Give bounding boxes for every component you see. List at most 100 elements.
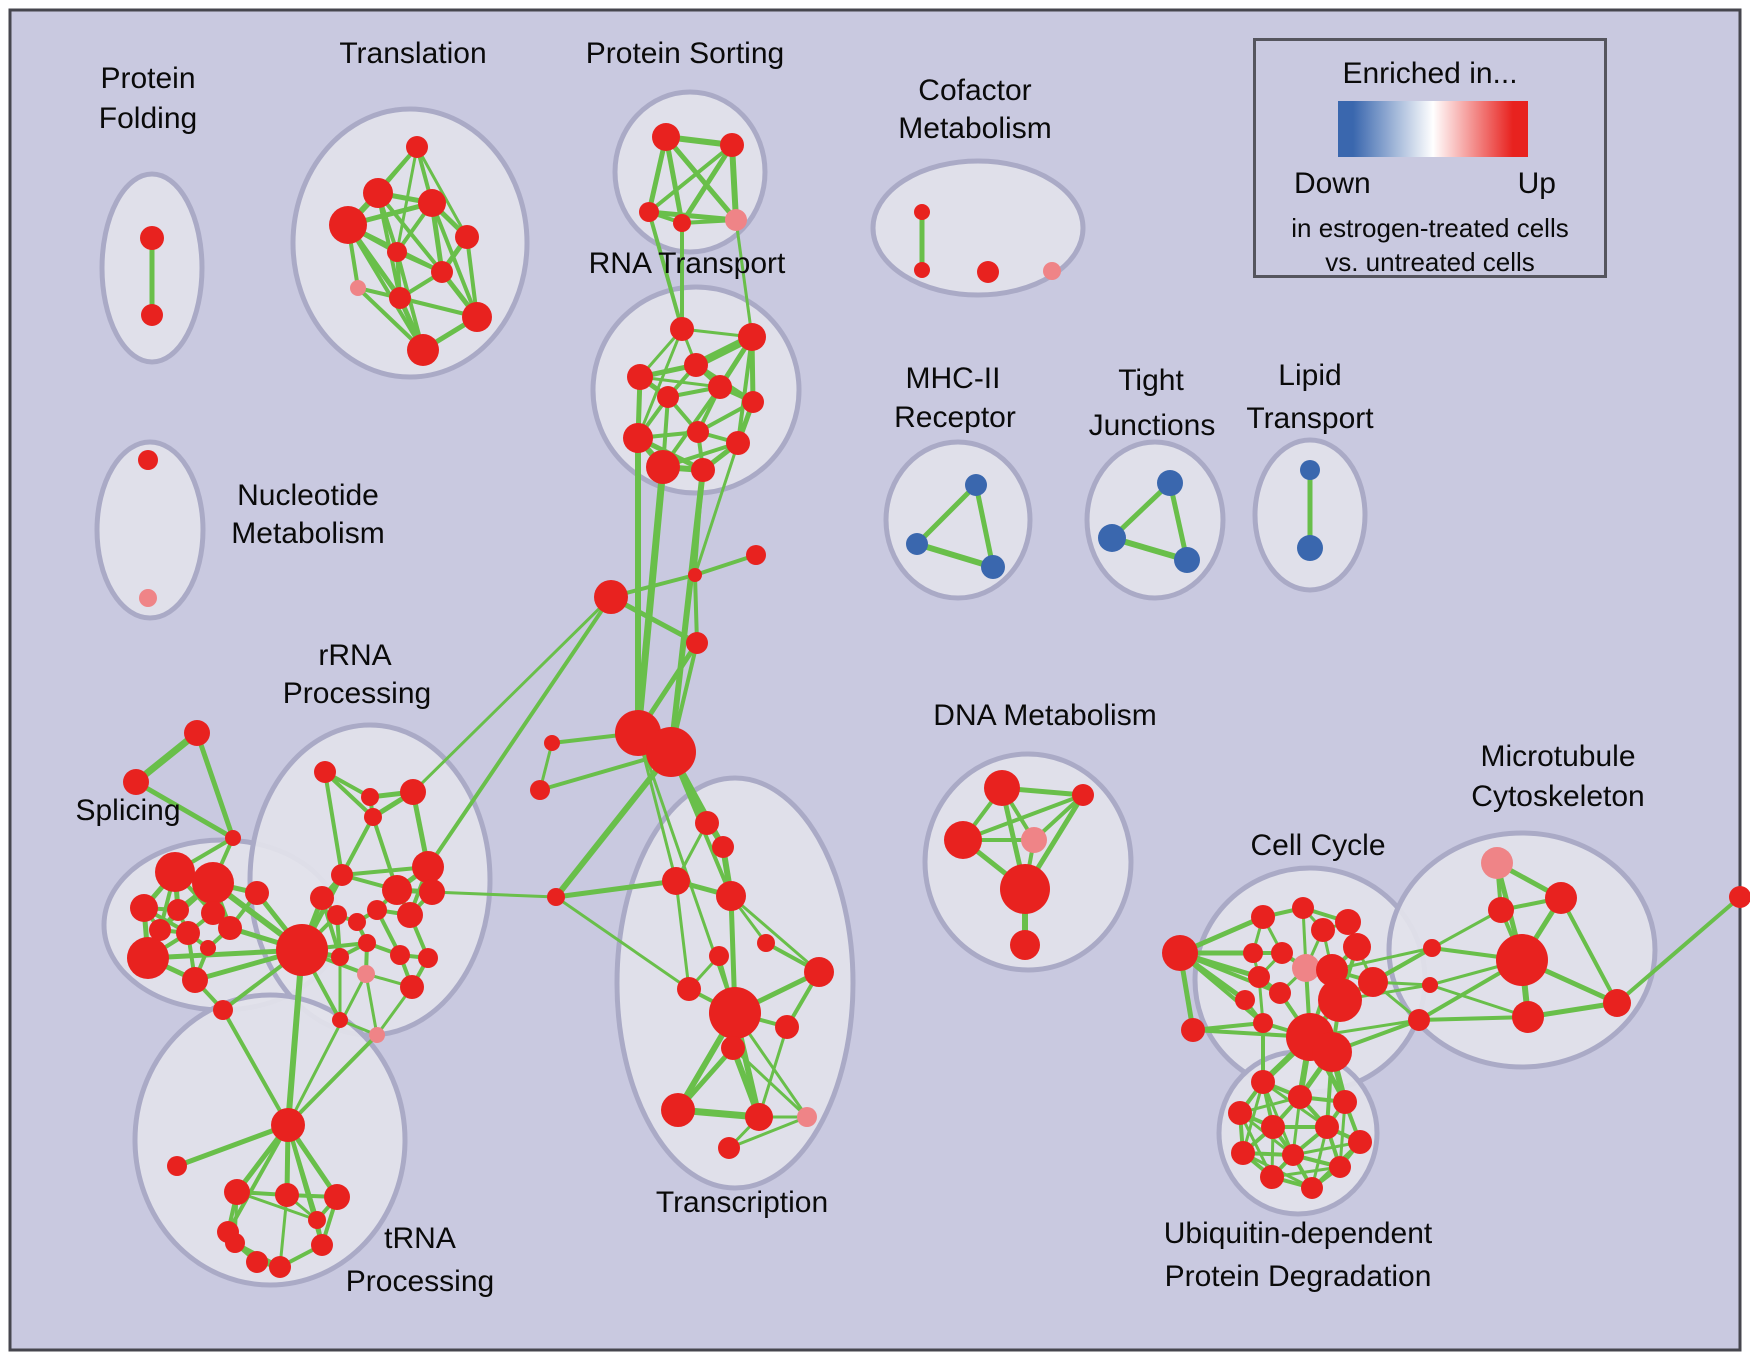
node-red — [720, 133, 744, 157]
node-red — [670, 317, 694, 341]
cluster-label-splicing: Splicing — [75, 794, 180, 827]
edge — [286, 1033, 379, 1127]
node-blue — [981, 555, 1005, 579]
legend: Enriched in... Down Up in estrogen-treat… — [1253, 38, 1607, 278]
node-red — [746, 545, 766, 565]
legend-down-label: Down — [1294, 167, 1371, 200]
cluster-label-transcription: Transcription — [656, 1186, 828, 1219]
node-red — [1243, 943, 1263, 963]
node-red — [192, 862, 234, 904]
edge — [734, 218, 754, 339]
node-red — [757, 934, 775, 952]
legend-up-label: Up — [1517, 167, 1556, 200]
node-red — [1343, 933, 1371, 961]
edge — [693, 441, 740, 577]
node-red — [364, 808, 382, 826]
node-red — [455, 225, 479, 249]
node-red — [716, 881, 746, 911]
node-red — [718, 1137, 740, 1159]
edge — [729, 894, 821, 974]
node-red — [1072, 784, 1094, 806]
node-red — [709, 987, 761, 1039]
node-red — [1422, 977, 1438, 993]
node-red — [695, 811, 719, 835]
node-red — [275, 1183, 299, 1207]
node-red — [1318, 978, 1362, 1022]
node-red — [1545, 882, 1577, 914]
node-red — [397, 902, 423, 928]
cluster-label-translation: Translation — [339, 37, 486, 70]
edge — [729, 142, 739, 223]
node-red — [332, 1012, 348, 1028]
node-pink — [350, 280, 366, 296]
node-red — [673, 214, 691, 232]
node-red — [1181, 1018, 1205, 1042]
node-red — [331, 948, 349, 966]
node-red — [390, 945, 410, 965]
node-red — [709, 946, 729, 966]
node-red — [984, 770, 1020, 806]
node-red — [182, 967, 208, 993]
node-red — [677, 977, 701, 1001]
cluster-label-lipid-transport-line1: Lipid — [1278, 359, 1341, 392]
node-red — [1603, 989, 1631, 1017]
node-red — [1408, 1009, 1430, 1031]
node-red — [225, 830, 241, 846]
edge — [323, 770, 344, 877]
node-red — [1260, 1165, 1284, 1189]
edge — [634, 463, 667, 737]
cluster-label-microtubule-cytoskeleton-line2: Cytoskeleton — [1471, 780, 1644, 813]
legend-gradient-bar — [1338, 101, 1528, 157]
node-red — [646, 450, 680, 484]
node-red — [1512, 1001, 1544, 1033]
edge — [1178, 951, 1265, 1025]
node-pink — [1043, 262, 1061, 280]
node-red — [314, 761, 336, 783]
node-red — [412, 851, 444, 883]
node-red — [1358, 967, 1388, 997]
node-blue — [1297, 535, 1323, 561]
node-red — [462, 302, 492, 332]
cluster-label-nucleotide-metabolism-line1: Nucleotide — [237, 479, 379, 512]
node-red — [167, 1156, 187, 1176]
node-red — [738, 323, 766, 351]
edge — [914, 482, 979, 547]
cluster-label-tight-junctions-line2: Junctions — [1089, 409, 1216, 442]
node-red — [358, 934, 376, 952]
node-red — [218, 916, 242, 940]
cluster-label-cell-cycle: Cell Cycle — [1250, 829, 1385, 862]
node-red — [276, 924, 328, 976]
edge — [278, 1193, 289, 1269]
node-red — [691, 458, 715, 482]
edge — [636, 731, 678, 883]
node-red — [308, 1211, 326, 1229]
node-red — [418, 948, 438, 968]
node-red — [418, 189, 446, 217]
node-red — [1496, 934, 1548, 986]
edge — [174, 1122, 291, 1169]
node-red — [141, 304, 163, 326]
edge — [638, 375, 722, 389]
edge — [693, 468, 705, 577]
edge — [914, 541, 996, 570]
node-pink — [725, 209, 747, 231]
node-red — [684, 353, 708, 377]
edge — [132, 729, 201, 786]
cluster-label-cofactor-metabolism-line1: Cofactor — [918, 74, 1031, 107]
edge — [1615, 895, 1742, 1005]
node-red — [407, 334, 439, 366]
node-pink — [1292, 954, 1320, 982]
cluster-ellipse-nucleotide-metabolism — [94, 439, 206, 621]
edge — [285, 947, 305, 1128]
node-red — [361, 788, 379, 806]
node-red — [246, 1251, 268, 1273]
node-red — [419, 879, 445, 905]
edge — [395, 145, 419, 254]
node-red — [1235, 990, 1255, 1010]
node-red — [712, 836, 734, 858]
node-red — [406, 136, 428, 158]
node-red — [804, 957, 834, 987]
node-red — [1333, 1090, 1357, 1114]
node-red — [123, 769, 149, 795]
node-blue — [1157, 470, 1183, 496]
